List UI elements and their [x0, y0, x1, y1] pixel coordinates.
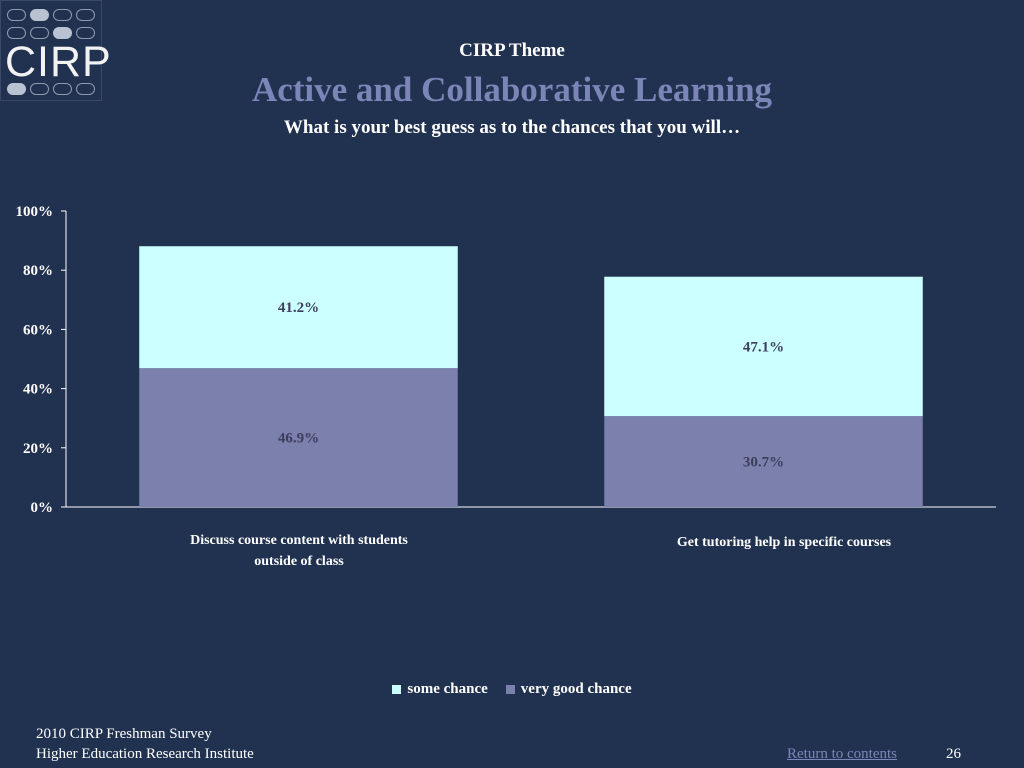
- bar-segment: [139, 368, 458, 507]
- y-tick-label: 40%: [23, 382, 53, 398]
- legend-label: some chance: [407, 681, 488, 697]
- y-tick-label: 80%: [23, 263, 53, 279]
- page-title: Active and Collaborative Learning: [251, 70, 773, 109]
- theme-heading: CIRP Theme: [459, 40, 565, 61]
- y-tick-label: 100%: [16, 204, 54, 220]
- logo-pill-icon: [76, 27, 95, 39]
- question-subtitle: What is your best guess as to the chance…: [283, 117, 741, 138]
- logo-pill-icon: [30, 27, 49, 39]
- logo-pill-icon: [30, 9, 49, 21]
- cirp-logo: CIRP: [0, 0, 111, 101]
- footer-survey: 2010 CIRP Freshman Survey: [36, 726, 212, 742]
- data-label: 41.2%: [278, 300, 319, 316]
- logo-pill-icon: [76, 9, 95, 21]
- legend-label: very good chance: [520, 681, 632, 697]
- bar-segment: [139, 246, 458, 369]
- logo-wordmark: CIRP: [5, 38, 112, 86]
- stacked-bar-chart: 0% 20% 40% 60% 80% 100% 46.9% 41.2% 30.7% 47.1%: [16, 204, 996, 516]
- page-number: 26: [946, 746, 961, 762]
- data-label: 47.1%: [743, 339, 784, 355]
- return-to-contents-link[interactable]: Return to contents: [787, 746, 897, 762]
- y-tick-label: 20%: [23, 441, 53, 457]
- logo-pill-icon: [7, 9, 26, 21]
- category-label-2: Get tutoring help in specific courses: [620, 532, 948, 553]
- legend-item-some-chance: some chance: [392, 681, 488, 698]
- legend-swatch-icon: [392, 685, 402, 694]
- category-label-line: Discuss course content with students: [190, 533, 408, 548]
- data-label: 30.7%: [743, 455, 784, 471]
- footer-source: 2010 CIRP Freshman Survey Higher Educati…: [36, 724, 254, 764]
- logo-pill-icon: [76, 83, 95, 95]
- logo-pill-icon: [7, 83, 26, 95]
- y-tick-label: 60%: [23, 322, 53, 338]
- footer-institute: Higher Education Research Institute: [36, 746, 254, 762]
- category-label-line: outside of class: [254, 554, 344, 569]
- logo-pill-icon: [53, 27, 72, 39]
- bar-segment: [604, 276, 923, 417]
- chart-legend: some chance very good chance: [0, 681, 1024, 698]
- logo-pill-icon: [53, 83, 72, 95]
- logo-pill-icon: [53, 9, 72, 21]
- category-label-1: Discuss course content with students out…: [140, 530, 458, 572]
- logo-pill-icon: [7, 27, 26, 39]
- y-tick-label: 0%: [31, 500, 54, 516]
- data-label: 46.9%: [278, 431, 319, 447]
- category-label-line: Get tutoring help in specific courses: [676, 535, 892, 550]
- legend-item-very-good-chance: very good chance: [505, 681, 632, 698]
- legend-swatch-icon: [505, 685, 515, 694]
- logo-pill-icon: [30, 83, 49, 95]
- bar-segment: [604, 416, 923, 507]
